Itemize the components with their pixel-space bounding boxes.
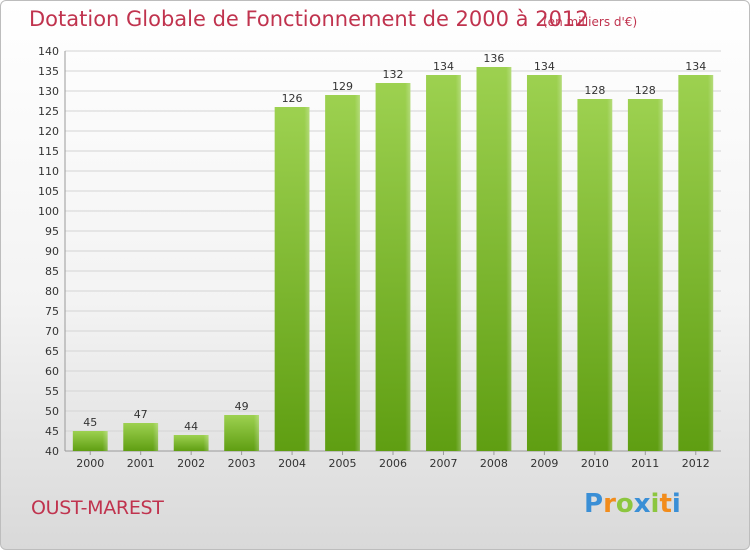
bar-highlight <box>375 83 411 451</box>
town-name: OUST-MAREST <box>31 497 164 519</box>
x-tick-label: 2002 <box>177 457 205 470</box>
y-tick-label: 50 <box>45 405 59 418</box>
y-tick-label: 120 <box>38 125 59 138</box>
data-label: 47 <box>134 408 148 421</box>
data-label: 128 <box>584 84 605 97</box>
y-tick-label: 70 <box>45 325 59 338</box>
data-label: 128 <box>635 84 656 97</box>
y-tick-label: 55 <box>45 385 59 398</box>
logo-letter: i <box>650 489 660 519</box>
y-tick-label: 85 <box>45 265 59 278</box>
y-tick-label: 40 <box>45 445 59 458</box>
data-label: 129 <box>332 80 353 93</box>
y-tick-label: 45 <box>45 425 59 438</box>
y-tick-label: 115 <box>38 145 59 158</box>
data-label: 126 <box>282 92 303 105</box>
y-tick-label: 75 <box>45 305 59 318</box>
data-label: 136 <box>483 52 504 65</box>
y-tick-label: 65 <box>45 345 59 358</box>
x-tick-label: 2003 <box>228 457 256 470</box>
bar-highlight <box>678 75 714 451</box>
bar-highlight <box>476 67 512 451</box>
y-tick-label: 135 <box>38 65 59 78</box>
x-tick-label: 2007 <box>429 457 457 470</box>
x-tick-label: 2005 <box>329 457 357 470</box>
data-label: 132 <box>383 68 404 81</box>
chart-subtitle: (en milliers d'€) <box>543 15 638 29</box>
y-tick-label: 140 <box>38 45 59 58</box>
bar-highlight <box>123 423 159 451</box>
x-tick-label: 2008 <box>480 457 508 470</box>
data-label: 134 <box>685 60 706 73</box>
logo-letter: P <box>584 489 604 519</box>
data-label: 134 <box>433 60 454 73</box>
data-label: 49 <box>235 400 249 413</box>
x-tick-label: 2012 <box>682 457 710 470</box>
x-tick-label: 2001 <box>127 457 155 470</box>
y-tick-label: 80 <box>45 285 59 298</box>
x-tick-label: 2009 <box>530 457 558 470</box>
logo-letter: t <box>659 489 672 519</box>
bar-highlight <box>72 431 108 451</box>
y-tick-label: 125 <box>38 105 59 118</box>
x-tick-label: 2011 <box>631 457 659 470</box>
y-tick-label: 60 <box>45 365 59 378</box>
bar-highlight <box>627 99 663 451</box>
x-tick-label: 2004 <box>278 457 306 470</box>
logo-letter: i <box>671 489 681 519</box>
x-tick-label: 2010 <box>581 457 609 470</box>
logo-letter: r <box>603 489 616 519</box>
logo-letter: o <box>615 489 634 519</box>
data-label: 44 <box>184 420 198 433</box>
bar-highlight <box>173 435 209 451</box>
data-label: 45 <box>83 416 97 429</box>
bar-highlight <box>274 107 310 451</box>
data-label: 134 <box>534 60 555 73</box>
y-tick-label: 100 <box>38 205 59 218</box>
x-tick-label: 2000 <box>76 457 104 470</box>
bar-highlight <box>224 415 260 451</box>
y-tick-label: 130 <box>38 85 59 98</box>
chart-title: Dotation Globale de Fonctionnement de 20… <box>29 7 589 31</box>
y-tick-label: 105 <box>38 185 59 198</box>
bar-highlight <box>526 75 562 451</box>
y-tick-label: 110 <box>38 165 59 178</box>
logo-letter: x <box>633 489 651 519</box>
plot-area: 40 45 50 55 60 65 70 75 80 85 90 95 100 105 110 115 120 1… <box>38 45 721 470</box>
bar-highlight <box>426 75 461 451</box>
proxiti-logo[interactable]: Proxiti <box>584 489 681 519</box>
y-tick-label: 95 <box>45 225 59 238</box>
y-tick-label: 90 <box>45 245 59 258</box>
x-tick-label: 2006 <box>379 457 407 470</box>
bar-highlight <box>577 99 613 451</box>
bar-highlight <box>325 95 360 451</box>
